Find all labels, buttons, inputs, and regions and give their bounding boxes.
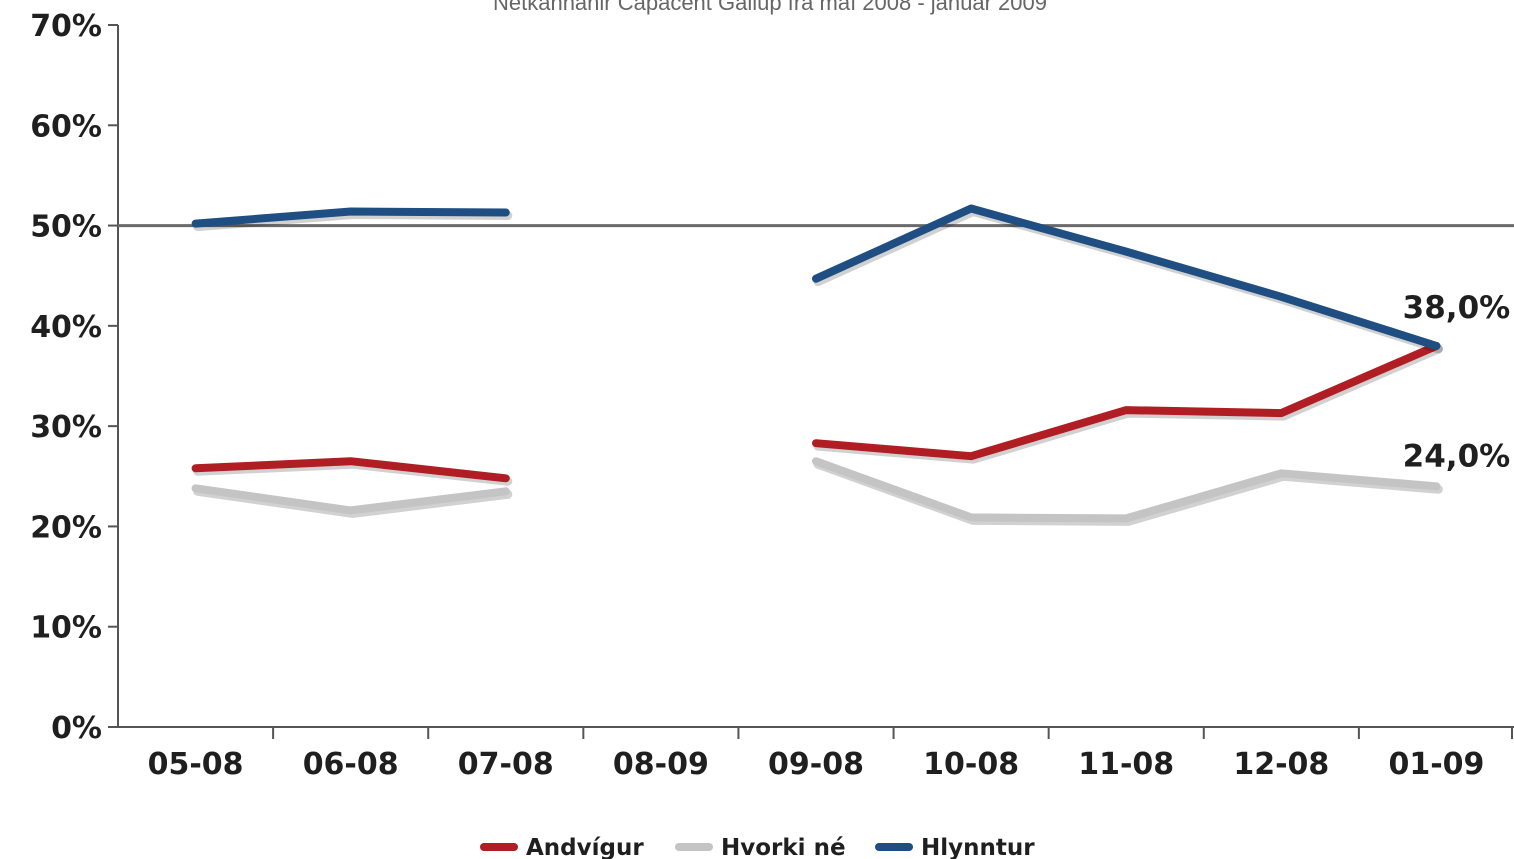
x-tick-label: 09-08 bbox=[768, 747, 864, 782]
x-tick-label: 01-09 bbox=[1388, 747, 1484, 782]
legend-label: Hvorki né bbox=[721, 835, 846, 859]
x-tick-label: 08-09 bbox=[613, 747, 709, 782]
y-tick-label: 30% bbox=[30, 410, 102, 445]
x-tick-label: 11-08 bbox=[1078, 747, 1174, 782]
series-0-line bbox=[812, 341, 1441, 461]
data-label: 38,0% bbox=[1403, 290, 1511, 326]
series-1-line bbox=[812, 457, 1441, 523]
y-tick-label: 50% bbox=[30, 210, 102, 245]
legend-label: Andvígur bbox=[526, 835, 644, 859]
y-tick-label: 60% bbox=[30, 109, 102, 144]
y-tick-label: 0% bbox=[51, 711, 102, 746]
x-tick-label: 07-08 bbox=[458, 747, 554, 782]
y-axis: 0% 10% 20% 30% 40% 50% 60% 70% bbox=[30, 9, 119, 746]
x-tick-label: 12-08 bbox=[1233, 747, 1329, 782]
x-tick-label: 06-08 bbox=[303, 747, 399, 782]
legend: Andvígur Hvorki né Hlynntur bbox=[480, 835, 1035, 859]
series-0-line-shadow bbox=[813, 344, 1443, 464]
series-0-line bbox=[191, 457, 510, 483]
x-axis: 05-08 06-08 07-08 08-09 09-08 10-08 11-08 12-08… bbox=[118, 726, 1514, 782]
y-tick-label: 10% bbox=[30, 611, 102, 646]
annotation-group: 38,0% 24,0% bbox=[1403, 290, 1511, 474]
series-group bbox=[191, 204, 1443, 526]
y-tick-label: 70% bbox=[30, 9, 102, 44]
data-label: 24,0% bbox=[1403, 438, 1511, 474]
y-tick-label: 20% bbox=[30, 510, 102, 545]
y-tick-label: 40% bbox=[30, 310, 102, 345]
x-tick-label: 10-08 bbox=[923, 747, 1019, 782]
x-tick-label: 05-08 bbox=[148, 747, 244, 782]
legend-label: Hlynntur bbox=[921, 835, 1035, 859]
series-2-line bbox=[812, 204, 1441, 350]
chart-title: Netkannanir Capacent Gallup frá maí 2008… bbox=[493, 0, 1047, 15]
